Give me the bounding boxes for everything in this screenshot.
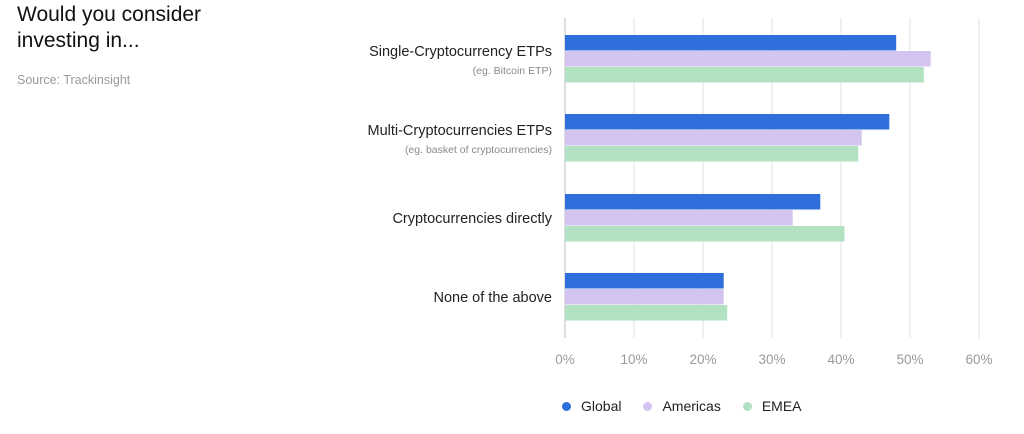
x-tick-label: 0% <box>555 352 575 367</box>
category-label: None of the above <box>433 290 552 306</box>
category-sublabel: (eg. basket of cryptocurrencies) <box>405 144 552 156</box>
x-tick-label: 20% <box>689 352 716 367</box>
bar-global-4 <box>565 273 724 289</box>
legend-label-americas: Americas <box>662 398 721 414</box>
legend-label-global: Global <box>581 398 622 414</box>
bar-emea-1 <box>565 67 924 83</box>
category-label: Multi-Cryptocurrencies ETPs <box>367 123 552 139</box>
legend-swatch-americas <box>643 401 653 411</box>
legend-label-emea: EMEA <box>761 398 802 414</box>
legend-item-global[interactable]: Global <box>562 398 621 414</box>
bar-americas-2 <box>565 130 862 146</box>
bar-emea-4 <box>565 305 728 321</box>
x-tick-label: 10% <box>620 352 647 367</box>
category-label: Single-Cryptocurrency ETPs <box>369 44 552 60</box>
bar-americas-3 <box>565 210 793 226</box>
legend-swatch-global <box>562 401 571 411</box>
x-tick-label: 60% <box>965 352 992 367</box>
bar-americas-1 <box>565 51 931 67</box>
bar-chart: Single-Cryptocurrency ETPs (eg. Bitcoin E… <box>367 18 993 367</box>
x-tick-label: 50% <box>896 352 923 367</box>
bar-emea-3 <box>565 226 845 242</box>
x-tick-label: 30% <box>758 352 785 367</box>
legend-swatch-emea <box>742 401 752 411</box>
x-tick-label: 40% <box>827 352 854 367</box>
legend-item-americas[interactable]: Americas <box>643 398 721 414</box>
chart-legend: Global Americas EMEA <box>562 398 802 414</box>
bar-emea-2 <box>565 146 859 162</box>
bar-global-1 <box>565 35 897 51</box>
legend-item-emea[interactable]: EMEA <box>742 398 802 414</box>
chart-title: Would you consider investing in... <box>17 3 202 52</box>
bar-americas-4 <box>565 289 724 305</box>
chart-source: Source: Trackinsight <box>17 73 131 87</box>
bar-global-2 <box>565 114 890 130</box>
bar-global-3 <box>565 194 821 210</box>
category-sublabel: (eg. Bitcoin ETP) <box>473 65 552 77</box>
category-label: Cryptocurrencies directly <box>392 211 552 227</box>
